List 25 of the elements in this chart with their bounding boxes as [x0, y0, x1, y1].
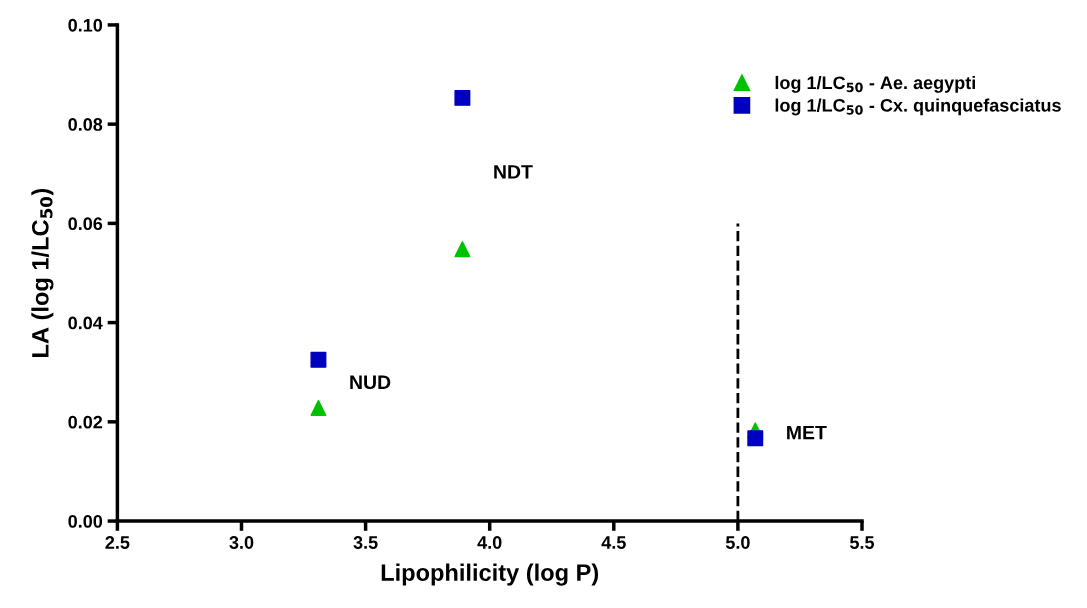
y-tick-label: 0.00: [68, 514, 103, 528]
y-tick-label: 0.04: [68, 316, 103, 330]
x-tick-label: 3.5: [353, 536, 378, 549]
y-tick-label: 0.02: [68, 415, 103, 429]
x-axis-title: Lipophilicity (log P): [381, 563, 599, 586]
x-tick-label: 5.0: [725, 536, 750, 549]
annotation: NDT: [494, 165, 533, 179]
y-axis-title: LA (log 1/LC$_{50}$): [31, 188, 54, 357]
point: [454, 89, 471, 106]
y-tick-label: 0.08: [68, 118, 103, 131]
legend-label: log 1/LC$_{50}$ - Cx. quinquefasciatus: [775, 98, 1061, 116]
x-tick-label: 4.0: [477, 536, 502, 549]
point: [454, 241, 471, 258]
annotation: NUD: [350, 375, 391, 390]
y-tick-label: 0.06: [68, 217, 103, 231]
x-tick-label: 2.5: [105, 536, 130, 549]
legend-label: log 1/LC$_{50}$ - Ae. aegypti: [775, 75, 975, 93]
point: [747, 430, 764, 447]
point: [310, 399, 327, 416]
x-tick-label: 4.5: [601, 536, 626, 549]
x-tick-label: 3.0: [229, 536, 254, 549]
point: [310, 351, 327, 368]
x-tick-label: 5.5: [850, 536, 875, 549]
y-tick-label: 0.10: [68, 18, 103, 32]
annotation: MET: [787, 425, 827, 440]
